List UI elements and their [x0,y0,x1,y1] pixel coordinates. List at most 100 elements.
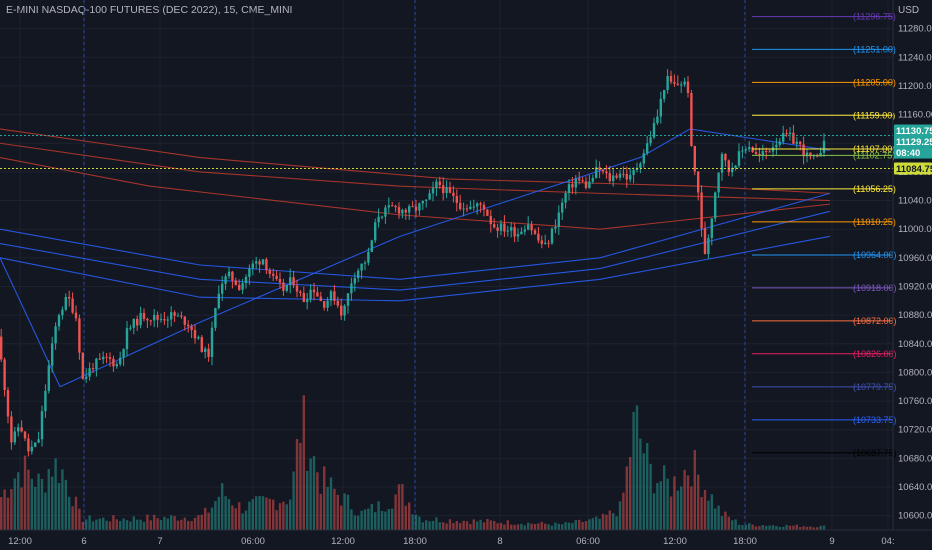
candle-body [248,268,251,277]
time-axis[interactable]: 12:00 6 7 06:00 12:00 18:00 8 06:00 12:00 18:00 9 0… [0,529,932,547]
volume-bar [197,515,200,530]
candle-body [693,145,696,172]
volume-bar [299,442,302,530]
candle-body [221,283,224,294]
volume-bar [380,510,384,530]
volume-bar [316,472,319,530]
price-tick-label: 10960.00 [898,253,932,264]
candle-body [159,319,163,321]
volume-bar [224,496,227,530]
candle-body [285,285,288,291]
volume-bar [370,503,373,530]
volume-bar [663,465,666,530]
candle-body [336,300,339,306]
candle-body [377,216,380,223]
time-tick-label: 8 [497,536,502,547]
candle-body [601,169,605,172]
time-tick-label: 06:00 [576,536,600,547]
moving-average-line [0,210,831,291]
price-axis[interactable]: 10600.00 10640.00 10680.00 10720.00 10760.00… [892,0,932,530]
volume-bar [785,524,788,530]
volume-bar [10,489,13,530]
candle-body [136,318,139,326]
grid-lines [0,0,893,530]
candle-body [557,212,560,227]
volume-bar [91,521,95,530]
candle-body [683,81,686,85]
candle-body [700,192,703,229]
candle-body [139,312,142,326]
volume-bar [482,522,486,530]
candle-body [778,141,781,145]
candle-body [761,151,764,156]
candle-body [493,224,496,228]
candle-body [673,81,676,84]
volume-bar [421,522,424,530]
volume-bar [567,522,571,530]
volume-bar [510,524,513,530]
volume-bar [193,517,197,530]
pivot-level-label: (10826.00) [853,349,897,359]
volume-bar [377,501,380,530]
volume-bar [666,478,669,530]
time-tick-label: 18:00 [403,536,427,547]
volume-bar [285,504,288,530]
volume-bar [350,509,353,530]
candle-body [714,192,717,219]
volume-bar [214,501,217,530]
volume-bar [499,522,503,530]
candle-body [360,263,363,271]
volume-bar [333,488,336,530]
moving-averages [0,128,831,388]
candle-body [486,209,489,216]
volume-bar [418,516,421,530]
candle-body [527,224,530,230]
candle-body [513,227,516,237]
candle-body [676,83,679,85]
candle-body [122,349,125,358]
price-tag [894,162,932,175]
candle-body [20,427,23,432]
volume-bar [635,405,639,530]
volume-bar [435,517,438,530]
candle-body [754,152,758,154]
candle-body [363,262,367,264]
candle-body [343,305,346,316]
candle-body [598,167,601,170]
volume-bar [765,525,768,530]
candle-body [81,352,84,379]
volume-bar [23,455,27,530]
pivot-level-label: (10687.75) [853,448,897,458]
volume-bar [540,521,543,530]
candle-body [323,301,326,308]
candle-body [737,151,741,166]
volume-bar [428,521,431,530]
candle-body [554,226,557,229]
volume-bar [163,516,166,530]
candle-body [533,230,537,234]
candle-body [200,337,203,352]
volume-bar [639,438,642,530]
volume-bar [530,523,533,530]
volume-bar [802,526,805,530]
volume-bar [146,514,149,530]
volume-bar [336,494,339,530]
volume-bar [367,508,370,530]
pivot-level-label: (10733.75) [853,415,897,425]
volume-bar [561,524,564,530]
price-tag [894,135,932,148]
candle-body [404,209,407,213]
candles [0,69,826,457]
volume-bar [136,519,139,530]
volume-bar [700,497,703,530]
volume-bar [598,518,601,530]
candle-body [724,153,727,161]
time-tick-label: 12:00 [8,536,32,547]
candle-body [717,172,720,193]
candle-body [78,318,81,353]
candle-body [799,141,802,145]
volume-bar [374,512,377,530]
candle-body [0,336,3,360]
candle-body [6,390,10,417]
